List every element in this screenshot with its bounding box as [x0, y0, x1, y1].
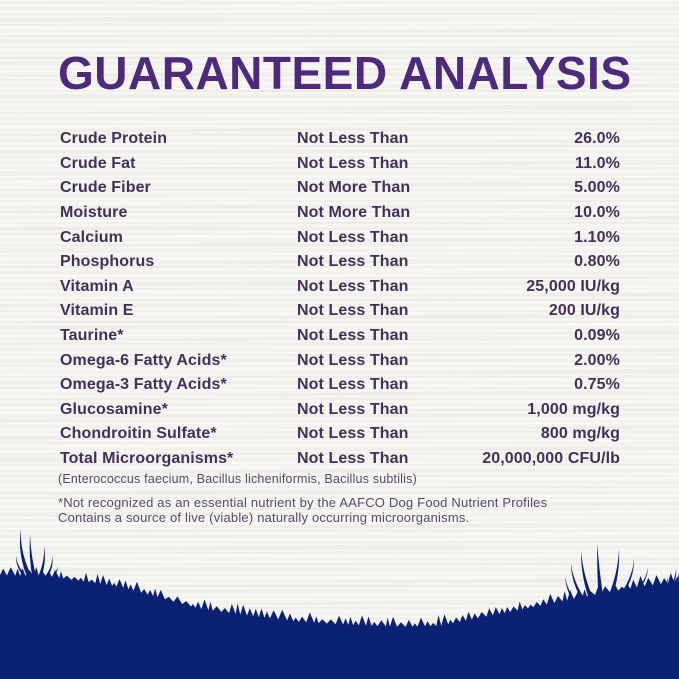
analysis-row: Total Microorganisms* Not Less Than 20,0… — [60, 447, 620, 472]
nutrient-qualifier: Not Less Than — [297, 154, 409, 172]
nutrient-qualifier: Not Less Than — [297, 228, 409, 246]
nutrient-qualifier: Not Less Than — [297, 253, 409, 271]
nutrient-value: 2.00% — [574, 351, 620, 369]
nutrient-name: Omega-6 Fatty Acids* — [60, 351, 227, 369]
guaranteed-analysis-table: Crude Protein Not Less Than 26.0% Crude … — [60, 127, 620, 471]
aafco-footnote: *Not recognized as an essential nutrient… — [58, 495, 548, 510]
nutrient-name: Total Microorganisms* — [60, 450, 234, 468]
nutrient-name: Crude Fiber — [60, 179, 151, 197]
analysis-row: Taurine* Not Less Than 0.09% — [60, 324, 620, 349]
nutrient-name: Calcium — [60, 228, 123, 246]
nutrient-name: Moisture — [60, 204, 128, 222]
analysis-row: Crude Fiber Not More Than 5.00% — [60, 176, 620, 201]
nutrient-value: 200 IU/kg — [548, 302, 620, 320]
nutrient-qualifier: Not Less Than — [297, 277, 409, 295]
nutrient-name: Phosphorus — [60, 253, 155, 271]
nutrient-value: 5.00% — [574, 179, 620, 197]
page-title: GUARANTEED ANALYSIS — [58, 47, 632, 99]
nutrient-value: 10.0% — [574, 204, 620, 222]
nutrient-value: 26.0% — [574, 130, 620, 148]
nutrient-value: 11.0% — [575, 154, 620, 172]
nutrient-qualifier: Not More Than — [297, 179, 411, 197]
footnote-block: *Not recognized as an essential nutrient… — [58, 495, 618, 525]
analysis-row: Moisture Not More Than 10.0% — [60, 201, 620, 226]
analysis-row: Glucosamine* Not Less Than 1,000 mg/kg — [60, 398, 620, 423]
live-microorganisms-footnote: Contains a source of live (viable) natur… — [58, 509, 470, 525]
analysis-row: Calcium Not Less Than 1.10% — [60, 225, 620, 250]
nutrient-name: Crude Protein — [60, 130, 168, 148]
nutrient-qualifier: Not Less Than — [297, 327, 409, 345]
nutrient-name: Vitamin A — [60, 277, 134, 295]
nutrient-value: 0.09% — [574, 327, 620, 345]
microorganism-species-note: (Enterococcus faecium, Bacillus lichenif… — [58, 472, 417, 486]
nutrient-name: Vitamin E — [60, 302, 134, 320]
nutrient-qualifier: Not Less Than — [297, 376, 409, 394]
analysis-row: Crude Protein Not Less Than 26.0% — [60, 127, 620, 152]
nutrient-value: 0.80% — [574, 253, 620, 271]
nutrient-qualifier: Not Less Than — [297, 351, 409, 369]
nutrient-value: 800 mg/kg — [540, 425, 620, 443]
nutrient-qualifier: Not Less Than — [297, 130, 409, 148]
nutrient-name: Crude Fat — [60, 154, 136, 172]
analysis-row: Phosphorus Not Less Than 0.80% — [60, 250, 620, 275]
nutrient-qualifier: Not Less Than — [297, 302, 409, 320]
analysis-row: Crude Fat Not Less Than 11.0% — [60, 152, 620, 177]
nutrient-value: 20,000,000 CFU/lb — [482, 450, 620, 468]
analysis-row: Vitamin A Not Less Than 25,000 IU/kg — [60, 275, 620, 300]
nutrient-value: 0.75% — [574, 376, 620, 394]
analysis-row: Chondroitin Sulfate* Not Less Than 800 m… — [60, 422, 620, 447]
nutrient-qualifier: Not Less Than — [297, 450, 409, 468]
nutrient-name: Chondroitin Sulfate* — [60, 425, 217, 443]
nutrient-qualifier: Not More Than — [297, 204, 411, 222]
analysis-row: Omega-3 Fatty Acids* Not Less Than 0.75% — [60, 373, 620, 398]
nutrient-qualifier: Not Less Than — [297, 425, 409, 443]
nutrient-value: 25,000 IU/kg — [526, 277, 620, 295]
nutrient-value: 1.10% — [574, 228, 620, 246]
nutrient-value: 1,000 mg/kg — [527, 400, 620, 418]
nutrient-name: Glucosamine* — [60, 400, 168, 418]
grass-hill-silhouette — [0, 529, 679, 679]
analysis-row: Vitamin E Not Less Than 200 IU/kg — [60, 299, 620, 324]
nutrient-qualifier: Not Less Than — [297, 400, 409, 418]
nutrient-name: Taurine* — [60, 327, 124, 345]
nutrient-name: Omega-3 Fatty Acids* — [60, 376, 227, 394]
analysis-row: Omega-6 Fatty Acids* Not Less Than 2.00% — [60, 348, 620, 373]
